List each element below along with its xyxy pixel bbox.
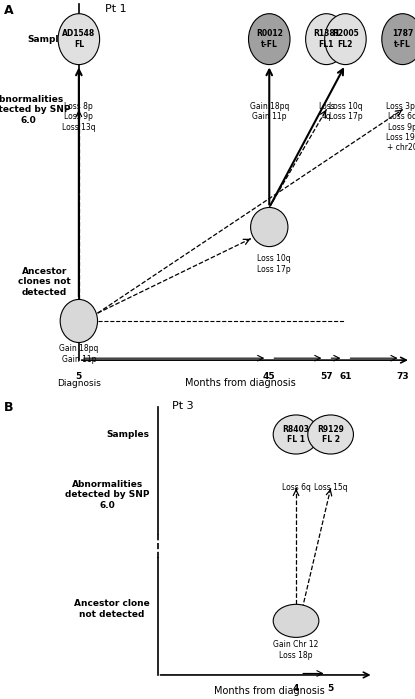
Ellipse shape [60,299,98,343]
Text: 4: 4 [293,684,299,693]
Ellipse shape [273,605,319,637]
Text: Gain 18pq
Gain 11p: Gain 18pq Gain 11p [249,102,289,121]
Text: 61: 61 [339,372,352,381]
Text: R2005
FL2: R2005 FL2 [332,29,359,49]
Text: R9129
FL 2: R9129 FL 2 [317,425,344,444]
Text: Samples: Samples [27,35,71,43]
Text: 5: 5 [76,372,82,381]
Text: Abnormalities
detected by SNP
6.0: Abnormalities detected by SNP 6.0 [65,480,149,510]
Text: A: A [4,4,14,17]
Text: 1787
t-FL: 1787 t-FL [392,29,413,49]
Ellipse shape [325,14,366,64]
Text: Pt 1: Pt 1 [105,4,127,14]
Text: R8403
FL 1: R8403 FL 1 [283,425,310,444]
Text: Loss 3pq
Loss 6q
Loss 9p
Loss 19p
+ chr20: Loss 3pq Loss 6q Loss 9p Loss 19p + chr2… [386,102,415,152]
Text: 73: 73 [396,372,409,381]
Text: Gain Chr 12
Loss 18p: Gain Chr 12 Loss 18p [273,640,319,660]
Text: Ancestor
clones not
detected: Ancestor clones not detected [18,267,71,297]
Text: Gain 18pq
Gain 11p: Gain 18pq Gain 11p [59,345,98,364]
Text: Months from diagnosis: Months from diagnosis [186,377,296,387]
Ellipse shape [308,415,354,454]
Text: B: B [4,401,14,415]
Text: Ancestor clone
not detected: Ancestor clone not detected [73,599,149,619]
Text: 57: 57 [320,372,333,381]
Text: Abnormalities
detected by SNP
6.0: Abnormalities detected by SNP 6.0 [0,94,71,124]
Ellipse shape [273,415,319,454]
Text: Loss 8p
Loss 9p
Loss 13q: Loss 8p Loss 9p Loss 13q [62,102,96,131]
Ellipse shape [58,14,100,64]
Text: Months from diagnosis: Months from diagnosis [215,686,325,696]
Text: Pt 3: Pt 3 [172,401,193,412]
Ellipse shape [251,208,288,247]
Text: Loss
4q: Loss 4q [318,102,335,121]
Text: 5: 5 [327,684,334,693]
Text: 45: 45 [263,372,276,381]
Text: Samples: Samples [106,430,149,439]
Text: Loss 10q
Loss 17p: Loss 10q Loss 17p [329,102,362,121]
Text: Loss 6q: Loss 6q [282,482,310,491]
Ellipse shape [249,14,290,64]
Text: AD1548
FL: AD1548 FL [62,29,95,49]
Ellipse shape [305,14,347,64]
Text: Loss 10q
Loss 17p: Loss 10q Loss 17p [256,254,290,274]
Text: R1381
FL1: R1381 FL1 [313,29,340,49]
Ellipse shape [382,14,415,64]
Text: R0012
t-FL: R0012 t-FL [256,29,283,49]
Text: Loss 15q: Loss 15q [314,482,347,491]
Text: Diagnosis: Diagnosis [57,379,101,387]
